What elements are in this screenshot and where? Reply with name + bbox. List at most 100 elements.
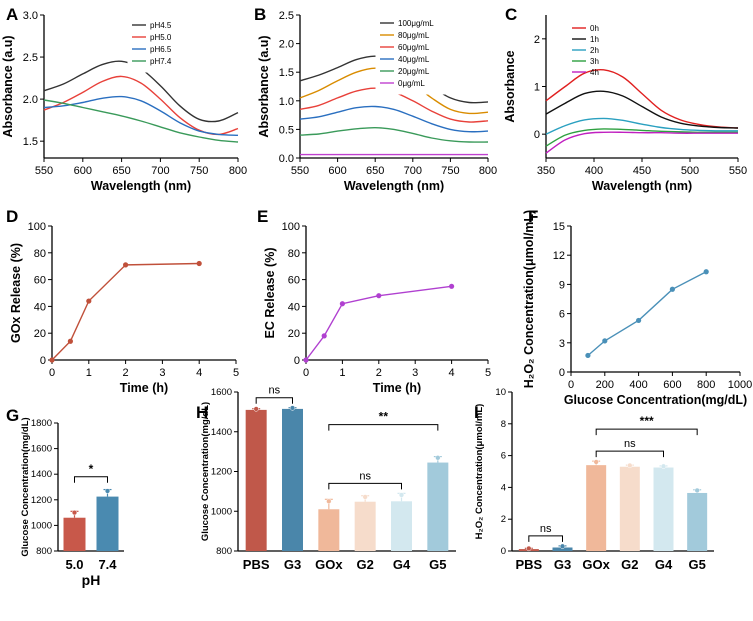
panel-label-c: C bbox=[505, 5, 517, 24]
y-tick-label-g: 1000 bbox=[31, 520, 52, 531]
replicate-dot-h bbox=[253, 406, 259, 412]
y-tick-label-b: 1.5 bbox=[279, 67, 294, 79]
x-tick-label-d: 1 bbox=[86, 367, 92, 379]
y-tick-label-e: 40 bbox=[288, 301, 300, 313]
x-tick-label-h: G4 bbox=[393, 557, 411, 572]
y-tick-label-b: 2.5 bbox=[279, 10, 294, 22]
replicate-dot-i bbox=[694, 487, 700, 494]
bar-i-4 bbox=[653, 467, 674, 551]
x-tick-label-e: 0 bbox=[303, 367, 309, 379]
replicate-dot-g bbox=[104, 488, 111, 494]
x-tick-label-a: 550 bbox=[35, 165, 53, 177]
data-point-e bbox=[376, 293, 382, 299]
data-point-e bbox=[339, 301, 345, 307]
replicate-dot-i bbox=[627, 462, 633, 469]
data-point-e bbox=[449, 283, 455, 289]
x-tick-label-i: G3 bbox=[554, 557, 571, 572]
y-tick-label-g: 1800 bbox=[31, 418, 52, 429]
bar-h-0 bbox=[245, 409, 267, 551]
y-tick-label-h: 1400 bbox=[211, 427, 232, 438]
panel-label-e: E bbox=[257, 207, 268, 226]
series-line-c-1 bbox=[545, 90, 739, 129]
x-tick-label-e: 2 bbox=[376, 367, 382, 379]
y-tick-label-f: 3 bbox=[559, 338, 565, 350]
data-point-d bbox=[123, 262, 129, 268]
x-tick-label-h: G2 bbox=[356, 557, 373, 572]
x-tick-label-a: 650 bbox=[112, 165, 130, 177]
y-tick-label-i: 6 bbox=[501, 451, 506, 462]
y-axis-label-h: Glucose Concentration(mg/dL) bbox=[200, 402, 211, 541]
x-tick-label-f: 200 bbox=[596, 379, 614, 391]
y-tick-label-d: 0 bbox=[40, 355, 46, 367]
x-tick-label-f: 400 bbox=[629, 379, 647, 391]
x-tick-label-a: 800 bbox=[229, 165, 247, 177]
legend-label-c: 0h bbox=[590, 24, 599, 33]
legend-label-b: 40μg/mL bbox=[398, 55, 430, 64]
x-tick-label-i: G4 bbox=[655, 557, 673, 572]
bar-i-3 bbox=[619, 466, 640, 551]
data-point-f bbox=[602, 338, 608, 344]
significance-label-i: ns bbox=[540, 523, 552, 535]
x-tick-label-f: 0 bbox=[568, 379, 574, 391]
series-line-c-4 bbox=[545, 131, 738, 154]
legend-label-a: pH5.0 bbox=[150, 33, 172, 42]
y-tick-label-d: 100 bbox=[28, 221, 46, 233]
x-tick-label-e: 4 bbox=[449, 367, 455, 379]
y-tick-label-c: 1 bbox=[534, 82, 540, 94]
data-point-d bbox=[196, 260, 202, 267]
y-tick-label-c: 0 bbox=[534, 129, 540, 141]
y-tick-label-d: 20 bbox=[34, 328, 46, 340]
y-axis-label-f: H₂O₂ Concentration(μmol/mL) bbox=[522, 210, 536, 388]
x-tick-label-e: 1 bbox=[339, 367, 345, 379]
y-tick-label-i: 0 bbox=[501, 546, 506, 557]
data-point-e bbox=[321, 333, 327, 339]
y-tick-label-f: 6 bbox=[559, 309, 565, 321]
data-point-f bbox=[585, 352, 591, 359]
data-point-d bbox=[67, 338, 73, 344]
y-tick-label-f: 0 bbox=[559, 367, 565, 379]
x-tick-label-d: 4 bbox=[196, 367, 202, 379]
y-tick-label-a: 3.0 bbox=[23, 10, 38, 22]
panel-label-d: D bbox=[6, 207, 18, 226]
bar-h-5 bbox=[427, 462, 449, 551]
y-tick-label-b: 1.0 bbox=[279, 96, 294, 108]
bar-h-4 bbox=[391, 501, 412, 551]
y-tick-label-g: 800 bbox=[36, 546, 52, 557]
y-tick-label-e: 0 bbox=[294, 355, 300, 367]
data-point-d bbox=[49, 357, 55, 363]
legend-label-c: 2h bbox=[590, 46, 599, 55]
x-tick-label-f: 800 bbox=[697, 379, 715, 391]
y-tick-label-c: 2 bbox=[534, 34, 540, 46]
y-tick-label-d: 80 bbox=[34, 248, 46, 260]
y-axis-label-a: Absorbance (a.u) bbox=[1, 35, 15, 137]
y-tick-label-h: 800 bbox=[216, 546, 232, 557]
series-line-b-4 bbox=[299, 126, 489, 143]
x-tick-label-a: 750 bbox=[190, 165, 208, 177]
significance-label-h: ns bbox=[359, 470, 371, 482]
y-tick-label-d: 60 bbox=[34, 275, 46, 287]
x-tick-label-h: GOx bbox=[315, 557, 343, 572]
y-tick-label-h: 1000 bbox=[211, 506, 232, 517]
significance-label-h: ns bbox=[269, 385, 281, 397]
y-tick-label-g: 1400 bbox=[31, 469, 52, 480]
bar-i-5 bbox=[687, 492, 708, 551]
x-tick-label-e: 5 bbox=[485, 367, 491, 379]
significance-bracket-h bbox=[328, 482, 402, 490]
y-axis-label-c: Absorbance bbox=[503, 50, 517, 122]
significance-bracket-h bbox=[328, 424, 439, 431]
x-tick-label-i: PBS bbox=[515, 557, 542, 572]
legend-label-b: 100μg/mL bbox=[398, 19, 434, 28]
y-tick-label-h: 1600 bbox=[211, 387, 232, 398]
replicate-dot-h bbox=[435, 455, 441, 461]
x-axis-label-a: Wavelength (nm) bbox=[91, 179, 191, 193]
legend-box-a bbox=[127, 17, 235, 73]
series-line-c-2 bbox=[545, 117, 739, 135]
replicate-dot-h bbox=[326, 498, 332, 504]
panel-label-b: B bbox=[254, 5, 266, 24]
significance-label-i: *** bbox=[640, 414, 654, 428]
y-tick-label-f: 9 bbox=[559, 279, 565, 291]
x-axis-label-c: Wavelength (nm) bbox=[592, 179, 692, 193]
significance-bracket-g bbox=[74, 476, 108, 483]
legend-label-a: pH7.4 bbox=[150, 57, 172, 66]
bar-h-3 bbox=[354, 501, 376, 551]
